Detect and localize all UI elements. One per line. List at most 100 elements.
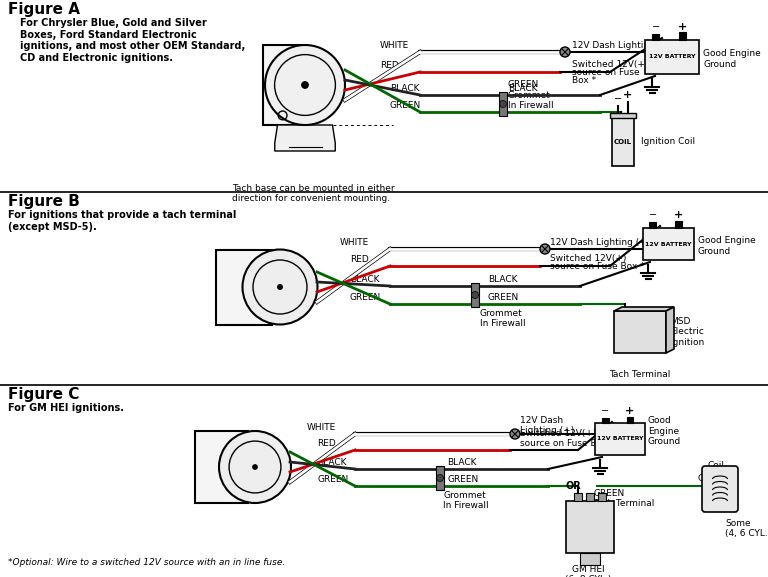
Text: WHITE: WHITE [380,41,409,50]
Text: BLACK: BLACK [317,458,346,467]
Bar [471,283,479,307]
Bar [675,221,682,228]
Bar [598,493,606,501]
Text: source on Fuse Box *: source on Fuse Box * [550,262,644,271]
Circle shape [472,291,478,298]
Text: Grommet
In Firewall: Grommet In Firewall [480,309,525,328]
Bar [566,501,614,553]
Text: +: + [624,90,633,100]
Text: Good Engine
Ground: Good Engine Ground [698,237,756,256]
Text: For ignitions that provide a tach terminal
(except MSD-5).: For ignitions that provide a tach termin… [8,210,237,231]
Text: RED: RED [350,255,369,264]
Circle shape [219,431,291,503]
Text: Coil
(-): Coil (-) [708,461,725,481]
Bar [499,92,507,116]
Bar [263,45,302,125]
Text: WHITE: WHITE [340,238,369,247]
Circle shape [252,464,258,470]
Text: BLACK: BLACK [508,84,538,93]
Bar [580,553,600,565]
Text: GREEN: GREEN [447,475,478,484]
Circle shape [277,284,283,290]
Text: 12V Dash Lighting (+): 12V Dash Lighting (+) [572,41,672,50]
Text: RED: RED [380,61,399,70]
Text: 12V BATTERY: 12V BATTERY [597,436,644,441]
Text: COIL: COIL [614,139,632,145]
Bar [595,424,644,455]
Text: 12V Dash Lighting (+): 12V Dash Lighting (+) [550,238,650,247]
Text: Figure B: Figure B [8,194,80,209]
Text: For Chrysler Blue, Gold and Silver
Boxes, Ford Standard Electronic
ignitions, an: For Chrysler Blue, Gold and Silver Boxes… [20,18,245,63]
Bar [645,40,699,74]
Circle shape [265,45,345,125]
Text: Tach Terminal: Tach Terminal [609,370,670,379]
Text: −: − [601,406,609,415]
Text: GREEN: GREEN [488,293,519,302]
Text: OR: OR [566,481,581,491]
Text: −: − [649,210,657,220]
Text: GREEN
Tach Terminal: GREEN Tach Terminal [593,489,654,508]
Polygon shape [275,125,336,151]
Bar [195,431,247,503]
Circle shape [436,474,443,481]
Text: −: − [652,21,660,32]
Bar [652,33,660,40]
Text: Switched 12V(+): Switched 12V(+) [572,60,648,69]
Bar [649,222,656,228]
Text: Good Engine
Ground: Good Engine Ground [703,49,761,69]
Text: +: + [678,21,687,32]
Bar [436,466,444,490]
Bar [216,249,272,324]
Text: Switched 12V(+): Switched 12V(+) [550,254,627,263]
Text: For GM HEI ignitions.: For GM HEI ignitions. [8,403,124,413]
Text: +: + [625,406,634,415]
Text: MSD
Electric
Ignition: MSD Electric Ignition [670,317,704,347]
Text: GREEN: GREEN [317,475,348,484]
Text: +: + [674,210,683,220]
Text: BLACK: BLACK [488,275,518,284]
Text: *Optional: Wire to a switched 12V source with an in line fuse.: *Optional: Wire to a switched 12V source… [8,558,285,567]
Text: Some
(4, 6 CYL.): Some (4, 6 CYL.) [725,519,768,538]
Text: Tach base can be mounted in either
direction for convenient mounting.: Tach base can be mounted in either direc… [232,184,395,204]
Circle shape [560,47,570,57]
Circle shape [510,429,520,439]
Bar [679,32,687,40]
Text: Ignition Coil: Ignition Coil [641,137,695,147]
Text: BLACK: BLACK [390,84,419,93]
Text: BLACK: BLACK [350,275,379,284]
Text: WHITE: WHITE [307,423,336,432]
Text: RED: RED [317,439,336,448]
Text: 12V BATTERY: 12V BATTERY [644,242,691,246]
Bar [574,493,582,501]
Text: GREEN: GREEN [390,101,422,110]
Text: 12V BATTERY: 12V BATTERY [649,54,695,59]
Text: BLACK: BLACK [447,458,476,467]
Text: GM HEI
(6, 8 CYL.): GM HEI (6, 8 CYL.) [564,565,611,577]
Bar [610,113,636,118]
Text: Grommet
In Firewall: Grommet In Firewall [443,491,488,511]
Text: Good
Engine
Ground: Good Engine Ground [648,416,681,446]
Bar [586,493,594,501]
Text: −: − [614,94,622,104]
Polygon shape [666,307,674,353]
Bar [612,118,634,166]
Text: Figure A: Figure A [8,2,80,17]
Text: GREEN
Grommet
In Firewall: GREEN Grommet In Firewall [508,80,554,110]
Polygon shape [614,307,674,311]
Bar [614,311,666,353]
Circle shape [243,249,317,324]
Text: Figure C: Figure C [8,387,79,402]
Bar [602,418,608,424]
Text: Box *: Box * [572,76,596,85]
Circle shape [540,244,550,254]
Circle shape [499,100,507,107]
Circle shape [302,82,308,88]
Bar [643,228,694,260]
Bar [627,417,633,424]
Text: 12V Dash
Lighting (+): 12V Dash Lighting (+) [520,415,574,435]
Text: source on Fuse: source on Fuse [572,68,640,77]
FancyBboxPatch shape [702,466,738,512]
Text: Switched 12V(+)
source on Fuse Box *: Switched 12V(+) source on Fuse Box * [520,429,614,448]
Text: GREEN: GREEN [350,293,381,302]
Text: Coil: Coil [698,474,715,483]
